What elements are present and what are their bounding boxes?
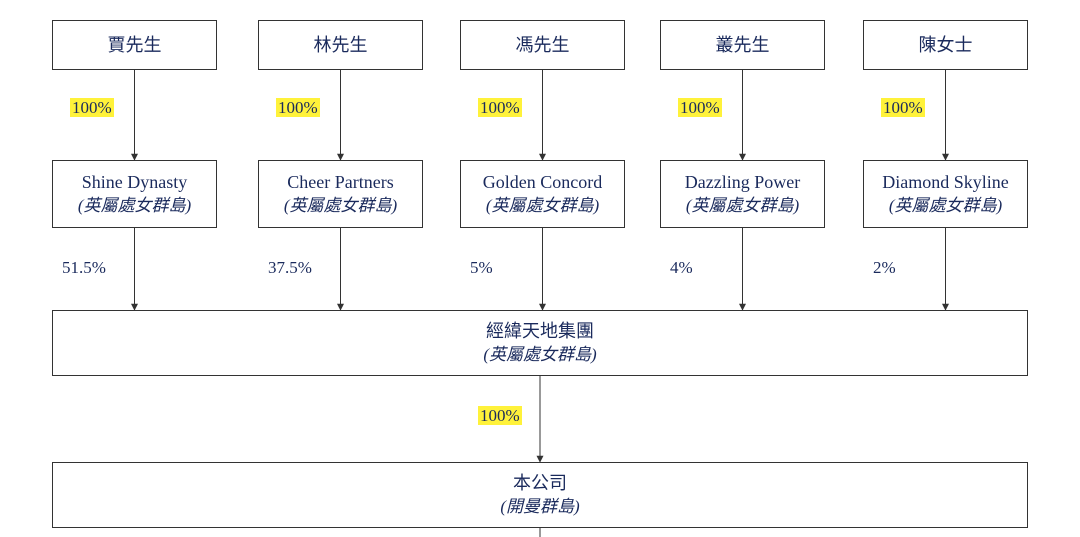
edge-label-p2-c2: 100% [276,98,320,118]
edge-label-text: 5% [470,258,493,277]
edge-label-p4-c4: 100% [678,98,722,118]
node-sublabel: (英屬處女群島) [483,344,596,367]
node-company-3: Golden Concord (英屬處女群島) [460,160,625,228]
edge-label-text: 37.5% [268,258,312,277]
node-person-1: 賈先生 [52,20,217,70]
edge-label-text: 100% [881,98,925,117]
edge-label-p3-c3: 100% [478,98,522,118]
node-label: Dazzling Power [685,170,800,194]
node-group-1: 經緯天地集團 (英屬處女群島) [52,310,1028,376]
node-sublabel: (英屬處女群島) [889,195,1002,218]
edge-label-text: 51.5% [62,258,106,277]
edge-label-c3-g1: 5% [470,258,493,278]
node-sublabel: (英屬處女群島) [486,195,599,218]
node-person-3: 馮先生 [460,20,625,70]
node-sublabel: (英屬處女群島) [284,195,397,218]
ownership-diagram: 賈先生 林先生 馮先生 叢先生 陳女士 100% 100% 100% 100% … [0,0,1080,537]
node-label: Diamond Skyline [882,170,1009,194]
node-company-2: Cheer Partners (英屬處女群島) [258,160,423,228]
node-label: 林先生 [314,33,368,57]
edge-label-text: 100% [70,98,114,117]
edge-label-text: 100% [276,98,320,117]
node-label: 經緯天地集團 [486,319,594,343]
node-sublabel: (英屬處女群島) [686,195,799,218]
node-company-1: Shine Dynasty (英屬處女群島) [52,160,217,228]
node-person-4: 叢先生 [660,20,825,70]
edge-label-text: 100% [478,98,522,117]
node-company-4: Dazzling Power (英屬處女群島) [660,160,825,228]
node-label: Golden Concord [483,170,602,194]
edge-label-text: 100% [678,98,722,117]
node-company-main: 本公司 (開曼群島) [52,462,1028,528]
node-label: 陳女士 [919,33,973,57]
node-label: Shine Dynasty [82,170,188,194]
node-sublabel: (英屬處女群島) [78,195,191,218]
edge-label-c4-g1: 4% [670,258,693,278]
edge-label-text: 100% [478,406,522,425]
edge-label-c5-g1: 2% [873,258,896,278]
node-label: 叢先生 [716,33,770,57]
node-label: 賈先生 [108,33,162,57]
node-person-2: 林先生 [258,20,423,70]
node-sublabel: (開曼群島) [500,496,579,519]
edge-label-g1-g2: 100% [478,406,522,426]
edge-label-p5-c5: 100% [881,98,925,118]
node-company-5: Diamond Skyline (英屬處女群島) [863,160,1028,228]
edge-label-p1-c1: 100% [70,98,114,118]
edge-label-c2-g1: 37.5% [268,258,312,278]
edge-label-text: 2% [873,258,896,277]
node-label: Cheer Partners [287,170,393,194]
node-label: 本公司 [513,471,567,495]
edge-label-c1-g1: 51.5% [62,258,106,278]
edge-label-text: 4% [670,258,693,277]
connector-lines [0,0,1080,537]
node-person-5: 陳女士 [863,20,1028,70]
node-label: 馮先生 [516,33,570,57]
